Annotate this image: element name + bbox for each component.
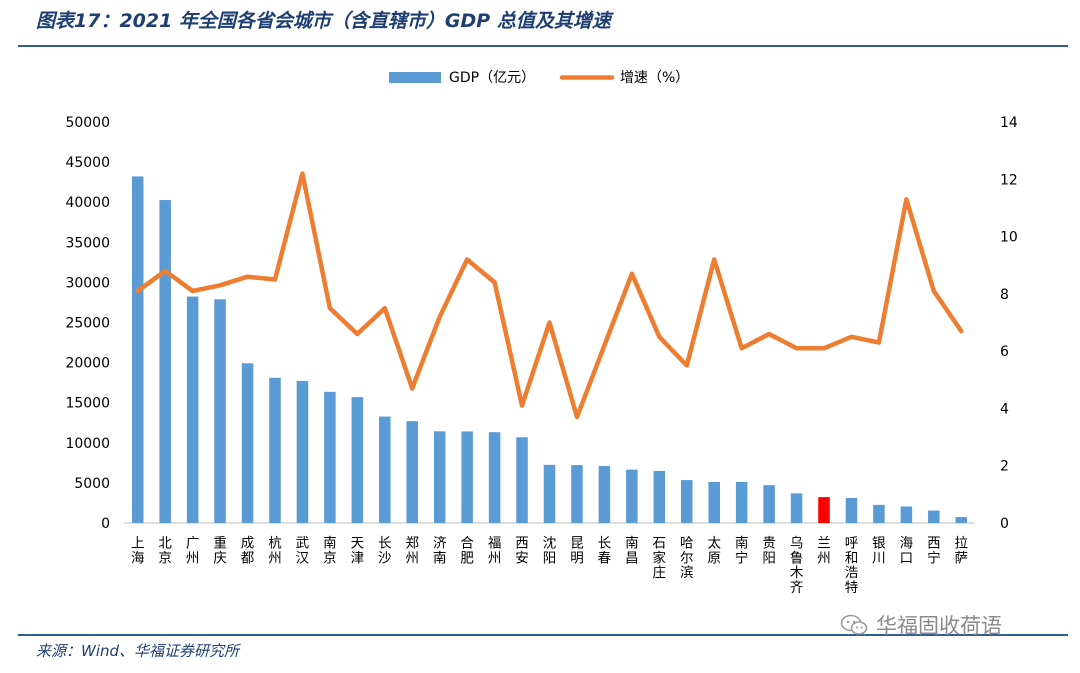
gdp-bar <box>955 517 968 523</box>
gdp-bar <box>845 497 858 523</box>
gdp-bar <box>406 421 419 523</box>
right-axis-tick: 4 <box>1000 401 1009 417</box>
gdp-bar <box>571 465 583 523</box>
gdp-bar <box>790 493 803 523</box>
category-label: 哈尔滨 <box>680 535 694 581</box>
category-label: 北京 <box>158 535 172 566</box>
category-label: 太原 <box>707 535 721 566</box>
category-label: 广州 <box>186 535 200 566</box>
category-label: 合肥 <box>460 535 474 566</box>
category-label: 上海 <box>131 535 145 566</box>
right-axis-tick: 6 <box>1000 344 1009 360</box>
gdp-bar <box>269 377 281 523</box>
gdp-bar <box>241 363 254 523</box>
gdp-bar <box>653 470 666 523</box>
category-label: 济南 <box>433 535 447 566</box>
gdp-bar <box>873 504 885 523</box>
category-label: 长春 <box>598 535 612 566</box>
gdp-bar <box>543 464 556 523</box>
figure-title: 图表17：2021 年全国各省会城市（含直辖市）GDP 总值及其增速 <box>36 10 611 32</box>
title-rule <box>18 45 1068 47</box>
category-label: 呼和浩特 <box>845 535 859 596</box>
category-label: 武汉 <box>296 535 310 566</box>
category-label: 杭州 <box>268 535 282 566</box>
gdp-bar <box>900 506 913 523</box>
category-label: 兰州 <box>817 535 831 566</box>
category-label: 南昌 <box>625 535 639 566</box>
right-axis-tick: 12 <box>1000 172 1018 188</box>
category-label: 西宁 <box>927 535 941 566</box>
left-axis-tick: 15000 <box>65 396 110 412</box>
category-label: 重庆 <box>213 535 227 566</box>
category-label: 贵阳 <box>762 535 776 566</box>
legend-gdp-label: GDP（亿元） <box>449 70 535 86</box>
category-label: 沈阳 <box>543 535 557 566</box>
right-axis-tick: 8 <box>1000 287 1009 303</box>
left-axis-tick: 40000 <box>65 195 110 211</box>
category-label: 长沙 <box>378 535 392 566</box>
legend-gdp-swatch <box>389 72 441 83</box>
gdp-bar <box>324 391 336 523</box>
gdp-bar <box>433 431 446 523</box>
figure-source: 来源：Wind、华福证券研究所 <box>36 642 240 660</box>
gdp-bar <box>626 469 638 523</box>
gdp-bar <box>735 481 748 523</box>
gdp-bar <box>598 466 611 523</box>
left-axis-tick: 5000 <box>74 476 110 492</box>
left-axis-tick: 45000 <box>65 155 110 171</box>
gdp-bar <box>708 481 720 523</box>
gdp-bar <box>351 397 364 523</box>
gdp-bar <box>214 299 226 523</box>
left-axis-tick: 25000 <box>65 316 110 332</box>
category-label: 石家庄 <box>653 535 667 581</box>
left-axis-tick: 50000 <box>65 115 110 131</box>
gdp-bar <box>818 497 830 523</box>
gdp-bar <box>928 510 940 523</box>
category-label: 成都 <box>241 535 255 566</box>
category-label: 拉萨 <box>955 535 969 566</box>
category-label: 南京 <box>323 535 337 566</box>
watermark: 华福固收荷语 <box>840 610 1002 640</box>
gdp-bar <box>296 380 309 523</box>
right-axis-tick: 2 <box>1000 459 1009 475</box>
category-label: 昆明 <box>570 535 584 566</box>
category-label: 乌鲁木齐 <box>790 535 804 596</box>
category-label: 西安 <box>515 535 529 566</box>
legend-growth-label: 增速（%） <box>620 70 689 86</box>
category-label: 海口 <box>900 535 914 566</box>
growth-line <box>135 171 964 420</box>
gdp-bar <box>680 480 693 523</box>
category-label: 福州 <box>488 535 502 566</box>
category-label: 郑州 <box>405 535 419 566</box>
category-label: 银川 <box>872 535 886 566</box>
left-axis-tick: 10000 <box>65 436 110 452</box>
gdp-bar <box>516 437 528 523</box>
gdp-bar <box>379 416 391 523</box>
category-label: 南宁 <box>735 535 749 566</box>
left-axis-tick: 35000 <box>65 235 110 251</box>
gdp-bar <box>186 296 199 523</box>
watermark-text: 华福固收荷语 <box>876 614 1002 638</box>
gdp-bar <box>131 176 144 523</box>
source-rule <box>18 634 1068 636</box>
left-axis-tick: 20000 <box>65 356 110 372</box>
gdp-bar <box>159 200 171 523</box>
gdp-bar <box>461 431 473 523</box>
right-axis-tick: 0 <box>1000 516 1009 532</box>
left-axis-tick: 0 <box>101 516 110 532</box>
right-axis-tick: 10 <box>1000 230 1018 246</box>
right-axis-tick: 14 <box>1000 115 1018 131</box>
category-label: 天津 <box>351 535 365 566</box>
gdp-bar <box>763 485 775 523</box>
wechat-icon <box>840 614 868 635</box>
left-axis-tick: 30000 <box>65 275 110 291</box>
gdp-bar <box>488 432 501 523</box>
